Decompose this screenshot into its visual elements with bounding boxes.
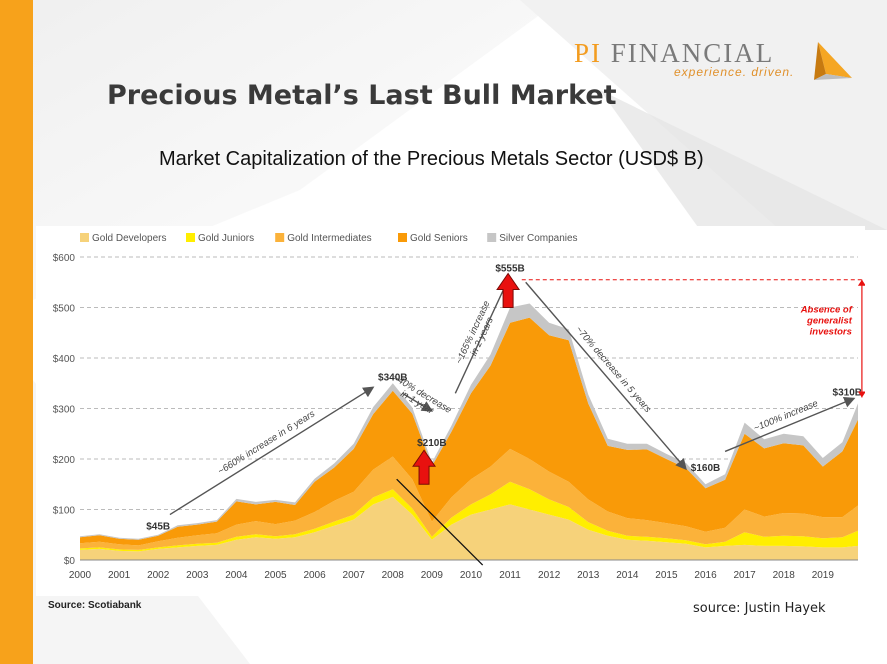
trend-arrow [169,386,375,516]
trend-arrow [454,278,510,394]
logo-text: PI FINANCIAL [574,38,774,69]
legend-swatch [80,233,89,242]
logo-triangle-icon [814,42,852,80]
series-area-gold-intermediates [80,448,858,550]
data-label: $555B [495,264,524,275]
annotation-label: ~660% increase in 6 years [216,408,317,477]
x-tick-label: 2001 [108,570,131,581]
x-tick-label: 2015 [655,570,678,581]
data-label: $210B [417,438,446,449]
x-tick-label: 2007 [343,570,366,581]
x-tick-label: 2013 [577,570,600,581]
x-tick-label: 2012 [538,570,561,581]
x-tick-label: 2003 [186,570,209,581]
x-tick-label: 2010 [460,570,483,581]
chart-subtitle: Market Capitalization of the Precious Me… [159,148,704,170]
absence-note: investors [810,327,852,338]
market-cap-chart: $0 $100 $200 $300 $400 $500 $600 2000 2001 2002 20… [53,233,866,581]
y-tick-label: $100 [53,506,76,517]
bracket-arrow-up [857,279,866,286]
trend-arrow [724,396,856,453]
x-tick-label: 2017 [733,570,756,581]
x-tick-label: 2002 [147,570,170,581]
logo-pi: PI [574,38,603,68]
x-tick-label: 2014 [616,570,639,581]
y-tick-label: $300 [53,405,76,416]
legend-label: Gold Juniors [198,233,254,244]
logo-financial: FINANCIAL [610,38,775,68]
data-label: $310B [833,387,862,398]
x-tick-label: 2009 [421,570,444,581]
y-tick-label: $400 [53,354,76,365]
author-source: source: Justin Hayek [693,601,826,616]
series-area-gold-seniors [80,317,858,546]
data-label: $160B [691,463,720,474]
logo-tagline: experience. driven. [674,65,795,79]
absence-note: Absence of [800,305,853,316]
data-label: $340B [378,372,407,383]
accent-bar [0,0,33,664]
trend-arrow [525,281,687,471]
x-tick-label: 2016 [694,570,717,581]
y-tick-label: $600 [53,253,76,264]
x-tick-label: 2004 [225,570,248,581]
data-label: $45B [146,521,170,532]
legend-swatch [398,233,407,242]
legend-label: Silver Companies [499,233,577,244]
x-tick-label: 2000 [69,570,92,581]
legend-swatch [487,233,497,242]
y-tick-label: $200 [53,455,76,466]
legend-label: Gold Intermediates [287,233,372,244]
page-title: Precious Metal’s Last Bull Market [107,80,617,111]
legend-label: Gold Developers [92,233,166,244]
chart-panel: $0 $100 $200 $300 $400 $500 $600 2000 2001 2002 20… [36,226,866,596]
x-tick-label: 2008 [382,570,405,581]
company-logo: PI FINANCIAL experience. driven. [574,38,864,88]
red-up-arrow-icon [412,449,436,485]
legend-swatch [275,233,285,242]
red-up-arrow-icon [496,272,521,308]
x-tick-label: 2005 [264,570,287,581]
x-tick-label: 2011 [499,570,521,581]
legend-swatch [186,233,195,242]
legend-label: Gold Seniors [410,233,468,244]
series-area-gold-developers [80,496,858,560]
trend-arrow [402,392,434,412]
x-tick-label: 2006 [303,570,326,581]
series-area-gold-juniors [80,481,858,552]
decline-line [396,478,484,566]
bracket-arrow-down [857,391,866,398]
x-tick-label: 2018 [773,570,796,581]
x-tick-label: 2019 [812,570,835,581]
chart-source: Source: Scotiabank [48,600,142,611]
y-tick-label: $0 [64,556,76,567]
absence-note: generalist [806,316,853,327]
y-tick-label: $500 [53,304,76,315]
